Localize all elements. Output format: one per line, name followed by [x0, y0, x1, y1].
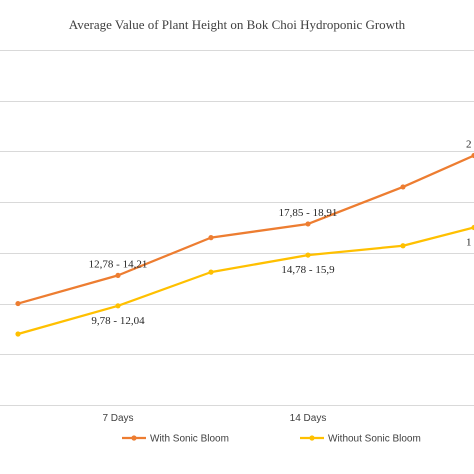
- data-point: [305, 221, 311, 227]
- legend-label: With Sonic Bloom: [150, 434, 229, 445]
- gridlines: [0, 50, 474, 406]
- data-point: [400, 184, 406, 190]
- data-point: [15, 331, 21, 337]
- data-point: [115, 303, 121, 309]
- x-tick-label: 7 Days: [102, 413, 133, 424]
- data-label: 17,85 - 18,91: [279, 207, 338, 219]
- data-label: 12,78 - 14,21: [89, 258, 148, 270]
- data-label: 2: [466, 138, 472, 150]
- data-point: [471, 152, 474, 159]
- series-line: [16, 226, 474, 336]
- data-point: [305, 252, 311, 258]
- data-point: [208, 235, 214, 241]
- data-point: [400, 243, 406, 249]
- legend-swatch-marker: [309, 435, 315, 441]
- x-axis-ticks: 7 Days 14 Days: [102, 413, 326, 424]
- series-lines: [15, 152, 474, 337]
- data-point: [115, 272, 121, 278]
- legend: With Sonic Bloom Without Sonic Bloom: [122, 434, 421, 445]
- data-label: 9,78 - 12,04: [91, 315, 145, 327]
- x-tick-label: 14 Days: [290, 413, 327, 424]
- data-point: [208, 269, 214, 275]
- legend-label: Without Sonic Bloom: [328, 434, 421, 445]
- data-label: 14,78 - 15,9: [281, 264, 335, 276]
- legend-swatch-marker: [131, 435, 137, 441]
- data-point: [471, 224, 474, 231]
- data-point: [15, 300, 21, 307]
- chart-title: Average Value of Plant Height on Bok Cho…: [69, 17, 406, 32]
- data-labels: 12,78 - 14,21 17,85 - 18,91 2 9,78 - 12,04 1…: [89, 138, 472, 326]
- data-label: 1: [466, 237, 472, 249]
- series-line: [16, 154, 474, 305]
